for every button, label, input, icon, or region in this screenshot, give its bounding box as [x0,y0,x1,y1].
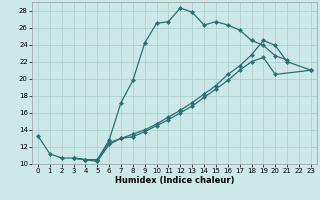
X-axis label: Humidex (Indice chaleur): Humidex (Indice chaleur) [115,176,234,185]
